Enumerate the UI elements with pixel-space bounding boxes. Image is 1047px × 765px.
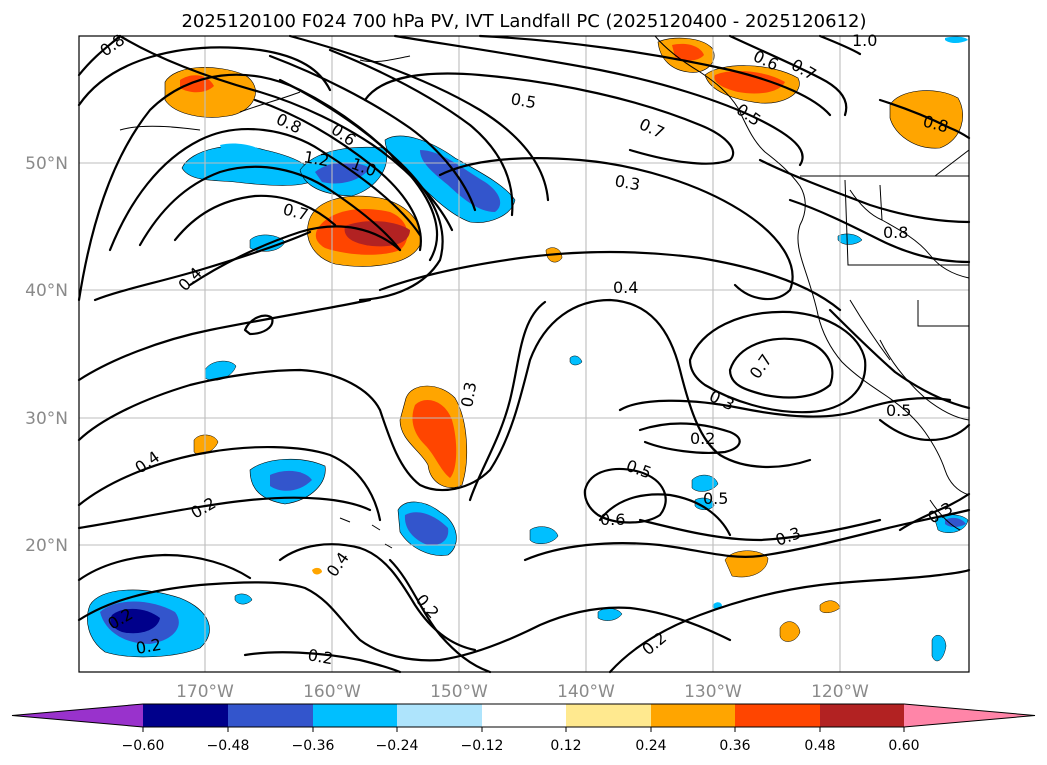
lat-label-40n: 40°N xyxy=(25,281,68,301)
colorbar-segment xyxy=(735,704,820,727)
latitude-labels: 50°N 40°N 30°N 20°N xyxy=(25,154,68,556)
colorbar-segment xyxy=(228,704,313,727)
contour-label: 0.3 xyxy=(457,380,480,408)
contour-label: 0.3 xyxy=(613,171,641,194)
lon-label-150w: 150°W xyxy=(430,682,488,702)
colorbar: −0.60 −0.48 −0.36 −0.24 −0.12 0.12 0.24 … xyxy=(11,703,1036,754)
colorbar-tick-label: −0.60 xyxy=(122,738,165,754)
lon-label-120w: 120°W xyxy=(811,682,869,702)
colorbar-segment xyxy=(566,704,651,727)
colorbar-segment xyxy=(313,704,397,727)
coastlines xyxy=(119,35,970,549)
colorbar-tick-label: −0.12 xyxy=(461,738,504,754)
contour-label: 0.2 xyxy=(306,645,334,668)
colorbar-tick-label: 0.36 xyxy=(719,738,750,754)
lat-label-30n: 30°N xyxy=(25,409,68,429)
contour-label: 0.5 xyxy=(509,89,537,112)
colorbar-tick-label: −0.36 xyxy=(292,738,335,754)
lon-label-160w: 160°W xyxy=(303,682,361,702)
lon-label-130w: 130°W xyxy=(684,682,742,702)
figure-title: 2025120100 F024 700 hPa PV, IVT Landfall… xyxy=(181,11,866,32)
contour-label: 0.6 xyxy=(600,510,625,529)
colorbar-tick-label: −0.24 xyxy=(376,738,419,754)
colorbar-segment xyxy=(820,704,904,727)
lon-label-170w: 170°W xyxy=(176,682,234,702)
contour-label: 0.2 xyxy=(134,635,162,658)
lat-label-50n: 50°N xyxy=(25,154,68,174)
longitude-labels: 170°W 160°W 150°W 140°W 130°W 120°W xyxy=(176,682,869,702)
map-border xyxy=(78,35,970,673)
contour-label: 0.2 xyxy=(690,429,715,448)
colorbar-extend-high xyxy=(904,704,1035,727)
colorbar-segment xyxy=(397,704,482,727)
pv-contours xyxy=(77,34,971,674)
colorbar-tick-label: 0.24 xyxy=(635,738,666,754)
pc-shading xyxy=(87,36,969,662)
gridlines xyxy=(79,36,969,672)
colorbar-segment xyxy=(482,704,566,727)
lon-label-140w: 140°W xyxy=(557,682,615,702)
contour-label: 0.5 xyxy=(703,489,728,508)
contour-label: 0.8 xyxy=(883,223,908,242)
contour-label: 1.0 xyxy=(852,31,877,50)
colorbar-tick-label: 0.48 xyxy=(804,738,835,754)
contour-label: 0.4 xyxy=(613,278,638,297)
lat-label-20n: 20°N xyxy=(25,536,68,556)
colorbar-tick-label: 0.12 xyxy=(550,738,581,754)
colorbar-segment xyxy=(651,704,735,727)
colorbar-tick-label: 0.60 xyxy=(888,738,919,754)
colorbar-extend-low xyxy=(12,704,143,727)
colorbar-segment xyxy=(143,704,228,727)
contour-label: 1.2 xyxy=(302,147,330,170)
colorbar-tick-label: −0.48 xyxy=(207,738,250,754)
contour-label: 0.5 xyxy=(886,401,911,420)
